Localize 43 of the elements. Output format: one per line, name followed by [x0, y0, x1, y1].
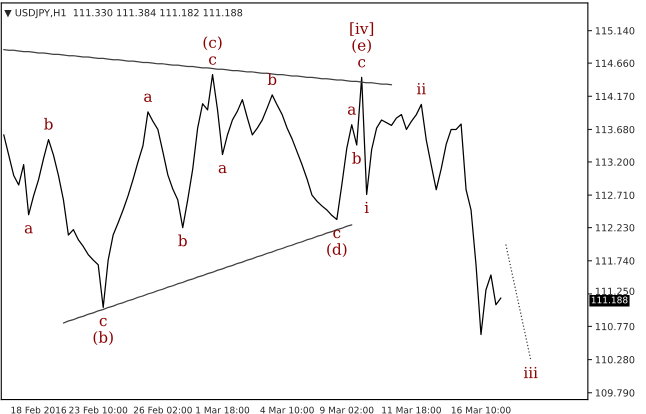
annotation: (c) — [204, 36, 222, 50]
y-tick-label: 110.280 — [596, 356, 634, 364]
y-tick-label: 114.660 — [596, 60, 634, 67]
x-tick-label: 23 Feb 10:00 — [69, 406, 128, 414]
annotation: c — [333, 230, 340, 238]
annotation: ii — [417, 83, 426, 94]
y-tick-label: 114.170 — [596, 92, 634, 100]
annotation: c — [100, 318, 107, 326]
annotation: (b) — [94, 331, 113, 346]
text: 111.188 — [592, 296, 628, 304]
y-tick-label: 113.200 — [596, 158, 634, 166]
annotation: b — [178, 234, 187, 246]
y-tick-label: 110.770 — [596, 322, 634, 330]
annotation: iii — [524, 366, 538, 378]
y-tick-label: 112.710 — [596, 192, 634, 199]
annotation: (d) — [327, 243, 346, 258]
annotation: b — [44, 118, 53, 130]
x-tick-label: 26 Feb 02:00 — [134, 406, 192, 414]
annotation: b — [352, 152, 361, 164]
x-tick-label: 1 Mar 18:00 — [196, 406, 250, 414]
text: ▼ USDJPY,H1 111.330 111.384 111.182 111.188 — [4, 9, 242, 18]
annotation: (e) — [352, 38, 371, 53]
x-tick-label: 16 Mar 10:00 — [452, 406, 511, 414]
annotation: i — [364, 202, 369, 213]
x-tick-label: 9 Mar 02:00 — [320, 406, 374, 414]
annotation: c — [209, 56, 216, 65]
y-tick-label: 112.230 — [596, 224, 634, 232]
annotation: [iv] — [350, 22, 374, 36]
annotation: a — [144, 94, 152, 102]
annotation: c — [358, 59, 366, 68]
y-tick-label: 109.790 — [596, 389, 634, 397]
y-tick-label: 111.250 — [596, 288, 634, 295]
y-tick-label: 115.140 — [596, 27, 634, 34]
x-tick-label: 18 Feb 2016 — [11, 406, 66, 414]
x-tick-label: 4 Mar 10:00 — [260, 406, 314, 414]
annotation: a — [218, 164, 227, 174]
y-tick-label: 113.680 — [596, 126, 634, 134]
line-series — [505, 244, 532, 360]
annotation: a — [24, 225, 33, 234]
y-tick-label: 111.740 — [596, 257, 634, 265]
annotation: a — [348, 106, 356, 115]
x-tick-label: 11 Mar 18:00 — [382, 406, 441, 414]
annotation: b — [268, 73, 276, 86]
